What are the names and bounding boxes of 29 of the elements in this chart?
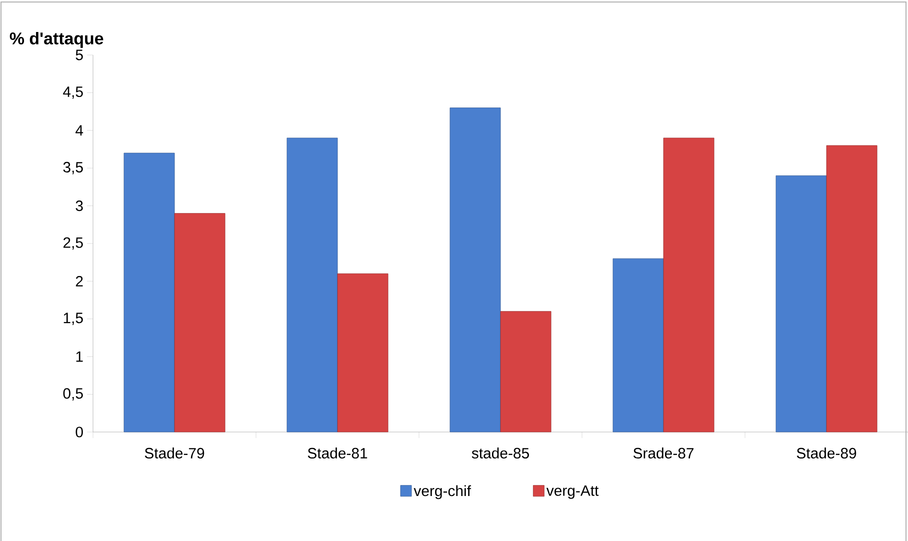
x-tick-label: Stade-79 — [144, 448, 204, 458]
y-tick-label: 4,5 — [63, 86, 83, 99]
y-tick-label: 4 — [76, 125, 84, 136]
bar — [663, 138, 714, 432]
y-tick-label: 3,5 — [63, 162, 83, 174]
legend-label: verg-Att — [546, 485, 599, 499]
x-tick-label: Stade-89 — [796, 448, 856, 458]
y-tick-label: 5 — [76, 50, 83, 60]
y-tick-label: 1,5 — [64, 312, 83, 325]
bar — [500, 311, 552, 432]
y-tick-label: 3 — [76, 200, 83, 212]
x-tick-label: stade-85 — [472, 448, 529, 458]
bar — [612, 258, 664, 432]
bar — [337, 273, 388, 432]
x-tick-label: Srade-87 — [633, 448, 694, 458]
chart-title: % d'attaque — [10, 32, 104, 48]
bar — [450, 108, 501, 432]
y-tick-label: 1 — [76, 351, 83, 362]
y-tick-label: 2,5 — [63, 237, 83, 250]
bar — [776, 175, 827, 432]
y-tick-label: 2 — [76, 276, 83, 286]
bar — [826, 145, 878, 432]
y-tick-label: 0,5 — [63, 388, 83, 400]
bar — [124, 152, 175, 432]
bar — [286, 138, 338, 432]
legend-label: verg-chif — [414, 485, 472, 500]
bar — [174, 213, 226, 432]
y-tick-label: 0 — [76, 426, 83, 438]
x-tick-label: Stade-81 — [308, 448, 368, 458]
